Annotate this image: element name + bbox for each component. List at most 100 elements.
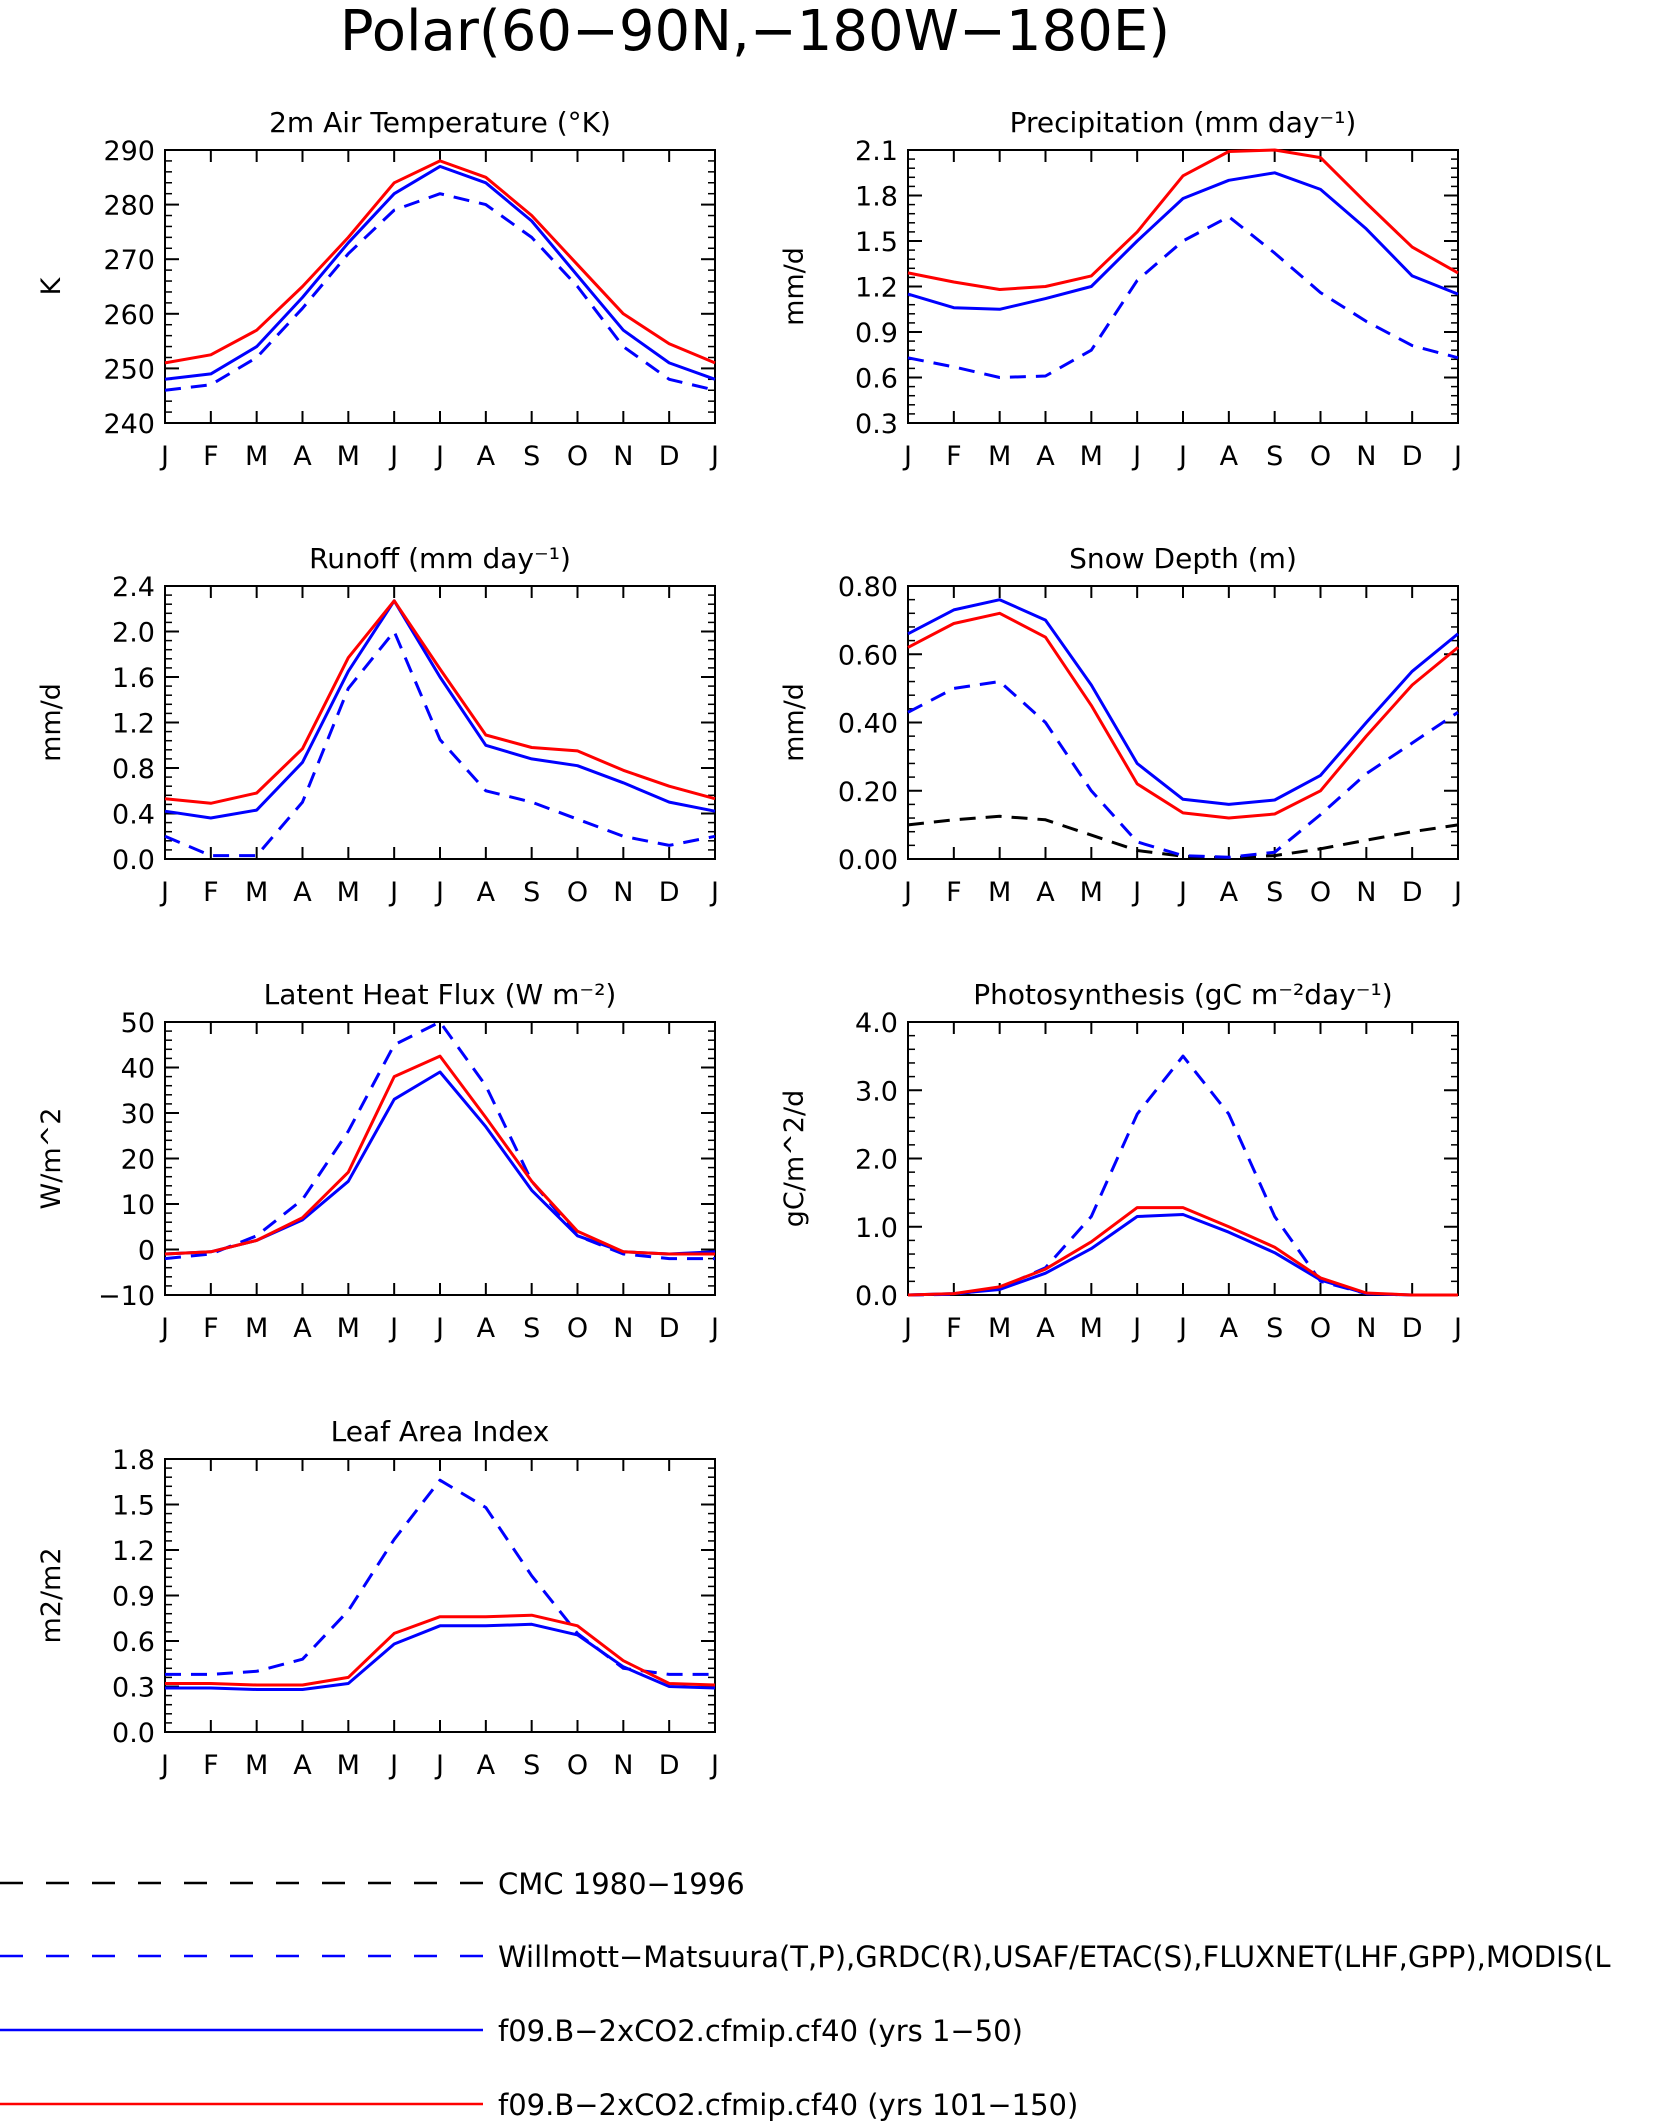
x-tick-label: A — [1220, 877, 1239, 908]
x-tick-label: S — [523, 877, 540, 908]
y-tick-label: 0.6 — [855, 364, 898, 395]
x-tick-label: M — [1080, 1313, 1103, 1344]
x-tick-label: J — [1177, 1313, 1187, 1344]
x-tick-label: F — [203, 441, 219, 472]
y-tick-label: 0.0 — [112, 845, 155, 876]
plot-frame — [164, 149, 716, 424]
y-tick-label: 0.3 — [855, 409, 898, 440]
y-tick-label: 4.0 — [855, 1008, 898, 1039]
x-tick-label: D — [659, 441, 680, 472]
x-tick-label: A — [1220, 441, 1239, 472]
y-tick-label: 10 — [121, 1190, 155, 1221]
x-tick-label: J — [388, 441, 398, 472]
y-tick-label: 280 — [103, 191, 155, 222]
x-tick-label: J — [1452, 441, 1462, 472]
obs-series-line — [907, 680, 1459, 859]
x-tick-label: M — [337, 1750, 360, 1781]
plot-frame — [907, 1021, 1459, 1296]
panel-title: 2m Air Temperature (°K) — [269, 106, 611, 139]
chart-panel: Latent Heat Flux (W m⁻²)J F M A M J J A S O N D J−10… — [36, 978, 719, 1344]
y-axis-label: W/m^2 — [36, 1108, 67, 1210]
x-tick-label: A — [477, 877, 496, 908]
x-tick-label: J — [1452, 877, 1462, 908]
x-tick-label: M — [245, 877, 268, 908]
y-tick-label: 240 — [103, 409, 155, 440]
y-tick-label: 0.8 — [112, 754, 155, 785]
x-tick-label: M — [245, 441, 268, 472]
x-tick-label: M — [337, 441, 360, 472]
model-series-line — [164, 599, 716, 805]
x-tick-label: M — [337, 877, 360, 908]
page-title: Polar(60−90N,−180W−180E) — [340, 0, 1170, 64]
x-tick-label: A — [293, 441, 312, 472]
x-tick-label: J — [1131, 441, 1141, 472]
panel-title: Photosynthesis (gC m⁻²day⁻¹) — [973, 978, 1392, 1011]
y-tick-label: 40 — [121, 1054, 155, 1085]
x-tick-label: D — [659, 1750, 680, 1781]
x-tick-label: N — [613, 1750, 633, 1781]
panel-title: Snow Depth (m) — [1069, 542, 1297, 575]
x-tick-label: A — [293, 1313, 312, 1344]
model-series-line — [164, 159, 716, 365]
y-tick-label: 2.0 — [112, 618, 155, 649]
x-tick-label: J — [388, 1313, 398, 1344]
x-tick-label: J — [1131, 1313, 1141, 1344]
y-tick-label: 3.0 — [855, 1076, 898, 1107]
y-tick-label: 1.8 — [855, 182, 898, 213]
x-tick-label: O — [1310, 877, 1331, 908]
chart-panel: 2m Air Temperature (°K)J F M A M J J A S O N D J2402… — [36, 106, 719, 472]
x-tick-label: S — [523, 1313, 540, 1344]
x-tick-label: J — [434, 441, 444, 472]
x-tick-label: M — [988, 877, 1011, 908]
x-tick-label: O — [567, 1750, 588, 1781]
panel-title: Latent Heat Flux (W m⁻²) — [264, 978, 617, 1011]
x-tick-label: A — [293, 1750, 312, 1781]
x-tick-label: J — [159, 441, 169, 472]
x-tick-label: M — [245, 1750, 268, 1781]
y-tick-label: 20 — [121, 1145, 155, 1176]
chart-panel: Photosynthesis (gC m⁻²day⁻¹)J F M A M J J A S O N D… — [779, 978, 1462, 1344]
y-tick-label: 260 — [103, 300, 155, 331]
x-tick-label: N — [613, 1313, 633, 1344]
model-series-line — [164, 1070, 716, 1256]
y-tick-label: −10 — [98, 1281, 155, 1312]
y-axis-label: gC/m^2/d — [779, 1090, 810, 1227]
y-tick-label: 2.4 — [112, 572, 155, 603]
model-series-line — [907, 148, 1459, 291]
obs-series-line — [165, 1478, 715, 1676]
x-tick-label: A — [477, 1750, 496, 1781]
x-tick-label: F — [946, 877, 962, 908]
y-axis-label: mm/d — [779, 247, 810, 326]
x-tick-label: J — [709, 441, 719, 472]
y-tick-label: 0.0 — [855, 1281, 898, 1312]
x-tick-label: J — [388, 1750, 398, 1781]
model-series-line — [165, 1613, 716, 1687]
obs-series-line — [164, 630, 716, 858]
x-tick-label: D — [659, 877, 680, 908]
x-tick-label: J — [902, 877, 912, 908]
x-tick-label: J — [159, 1313, 169, 1344]
legend-label: CMC 1980−1996 — [498, 1867, 745, 1901]
plot-frame — [164, 1021, 716, 1296]
x-tick-label: D — [1402, 877, 1423, 908]
x-tick-label: J — [902, 1313, 912, 1344]
x-tick-label: J — [159, 1750, 169, 1781]
x-tick-label: M — [988, 1313, 1011, 1344]
x-tick-label: M — [1080, 877, 1103, 908]
y-axis-label: K — [36, 276, 67, 295]
x-tick-label: S — [1266, 1313, 1283, 1344]
x-tick-label: J — [1177, 877, 1187, 908]
y-tick-label: 2.0 — [855, 1145, 898, 1176]
chart-panel: Runoff (mm day⁻¹)J F M A M J J A S O N D J0.00.40.81… — [36, 542, 719, 908]
x-tick-label: O — [1310, 441, 1331, 472]
x-tick-label: F — [203, 1750, 219, 1781]
x-tick-label: J — [709, 1313, 719, 1344]
x-tick-label: N — [613, 877, 633, 908]
legend: CMC 1980−1996 Willmott−Matsuura(T,P),GRDC… — [0, 1867, 1611, 2122]
x-tick-label: J — [434, 1750, 444, 1781]
y-tick-label: 0.9 — [855, 318, 898, 349]
x-tick-label: M — [337, 1313, 360, 1344]
x-tick-label: N — [1356, 877, 1376, 908]
x-tick-label: A — [477, 1313, 496, 1344]
